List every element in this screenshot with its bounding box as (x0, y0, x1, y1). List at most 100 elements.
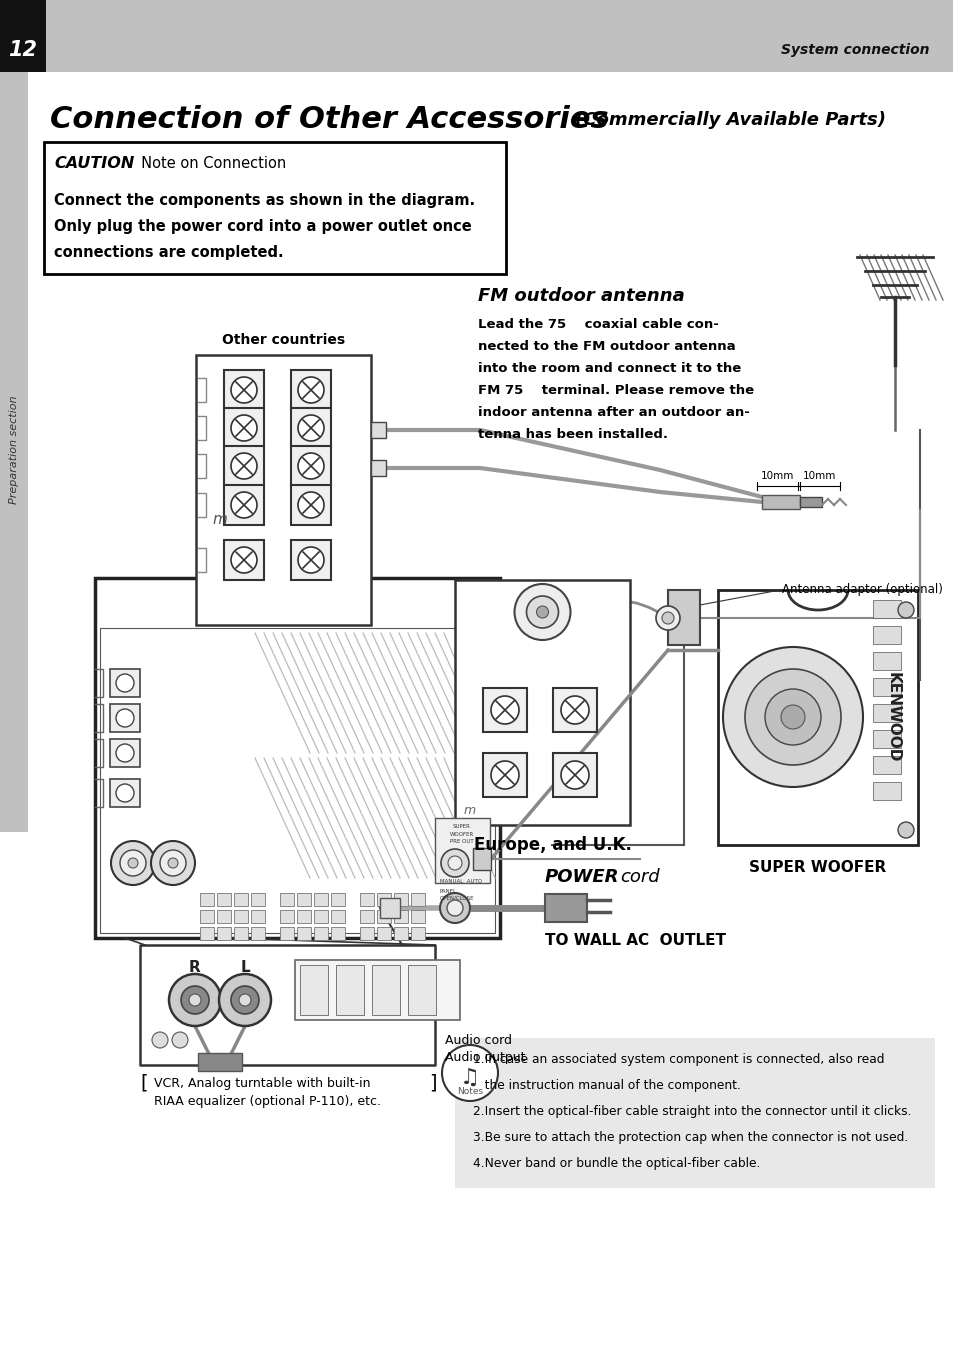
Text: VCR, Analog turntable with built-in: VCR, Analog turntable with built-in (153, 1077, 370, 1089)
Circle shape (231, 986, 258, 1015)
Bar (110, 780, 140, 807)
Circle shape (168, 858, 178, 867)
Bar (872, 704, 900, 721)
Bar (435, 817, 490, 884)
Bar (0, 72, 28, 832)
Bar (872, 782, 900, 800)
Bar (394, 927, 408, 940)
Circle shape (116, 744, 133, 762)
Text: 10mm: 10mm (760, 471, 794, 481)
Text: connections are completed.: connections are completed. (54, 245, 283, 259)
Circle shape (297, 547, 324, 573)
Circle shape (116, 674, 133, 692)
Circle shape (231, 547, 256, 573)
Bar (359, 911, 374, 923)
Bar (299, 965, 328, 1015)
Bar (216, 927, 231, 940)
Bar (200, 893, 213, 907)
Circle shape (297, 415, 324, 440)
Text: SUPER: SUPER (453, 824, 471, 830)
Text: POWER: POWER (544, 867, 618, 886)
Circle shape (181, 986, 209, 1015)
Text: 3.Be sure to attach the protection cap when the connector is not used.: 3.Be sure to attach the protection cap w… (473, 1132, 907, 1144)
Circle shape (656, 607, 679, 630)
Text: Other countries: Other countries (222, 332, 345, 347)
Bar (473, 848, 491, 870)
Bar (455, 1038, 934, 1188)
Bar (224, 446, 264, 486)
Text: Only plug the power cord into a power outlet once: Only plug the power cord into a power ou… (54, 219, 471, 234)
Bar (280, 927, 294, 940)
Text: TO WALL AC  OUTLET: TO WALL AC OUTLET (544, 934, 725, 948)
Circle shape (536, 607, 548, 617)
Circle shape (560, 761, 588, 789)
Bar (411, 927, 424, 940)
Circle shape (764, 689, 821, 744)
Bar (291, 446, 331, 486)
Bar (224, 485, 264, 526)
Bar (371, 422, 386, 438)
Circle shape (491, 761, 518, 789)
Bar (335, 965, 364, 1015)
Bar (314, 893, 328, 907)
Text: 10mm: 10mm (802, 471, 836, 481)
Circle shape (231, 492, 256, 517)
Text: PRE OUT: PRE OUT (450, 839, 474, 844)
Text: Antenna adaptor (optional): Antenna adaptor (optional) (781, 584, 942, 597)
Bar (291, 540, 331, 580)
Bar (872, 600, 900, 617)
Circle shape (111, 842, 154, 885)
Text: RIAA equalizer (optional P-110), etc.: RIAA equalizer (optional P-110), etc. (153, 1094, 380, 1108)
Bar (224, 540, 264, 580)
Bar (482, 753, 526, 797)
Bar (394, 893, 408, 907)
Bar (280, 911, 294, 923)
Text: cord: cord (619, 867, 659, 886)
Bar (233, 893, 248, 907)
Bar (482, 688, 526, 732)
Bar (291, 485, 331, 526)
Bar (872, 757, 900, 774)
Text: into the room and connect it to the: into the room and connect it to the (477, 362, 740, 376)
Bar (359, 893, 374, 907)
Circle shape (897, 821, 913, 838)
Circle shape (160, 850, 186, 875)
Text: ♫: ♫ (459, 1069, 479, 1088)
Bar (314, 911, 328, 923)
Circle shape (231, 453, 256, 480)
Bar (291, 408, 331, 449)
Text: System connection: System connection (781, 43, 929, 57)
Bar (331, 911, 345, 923)
Text: WOOFER: WOOFER (450, 832, 474, 838)
Bar (251, 911, 265, 923)
Circle shape (128, 858, 138, 867)
Circle shape (172, 1032, 188, 1048)
Circle shape (297, 377, 324, 403)
Bar (200, 911, 213, 923)
Bar (140, 944, 435, 1065)
Bar (872, 626, 900, 644)
Text: MANUAL  AUTO: MANUAL AUTO (439, 880, 481, 884)
Bar (100, 628, 495, 934)
Bar (95, 578, 499, 938)
Circle shape (231, 377, 256, 403)
Circle shape (151, 842, 194, 885)
Circle shape (722, 647, 862, 788)
Circle shape (219, 974, 271, 1025)
Circle shape (744, 669, 841, 765)
Bar (372, 965, 399, 1015)
Circle shape (491, 696, 518, 724)
Text: CAUTION: CAUTION (54, 157, 134, 172)
Text: the instruction manual of the component.: the instruction manual of the component. (473, 1079, 740, 1093)
Circle shape (116, 709, 133, 727)
Circle shape (781, 705, 804, 730)
Bar (294, 961, 459, 1020)
Bar (198, 1052, 242, 1071)
Bar (800, 497, 821, 507)
Circle shape (439, 893, 470, 923)
Text: Preparation section: Preparation section (9, 396, 19, 504)
Bar (296, 893, 311, 907)
Bar (544, 894, 586, 921)
Text: indoor antenna after an outdoor an-: indoor antenna after an outdoor an- (477, 407, 749, 420)
Bar (296, 911, 311, 923)
